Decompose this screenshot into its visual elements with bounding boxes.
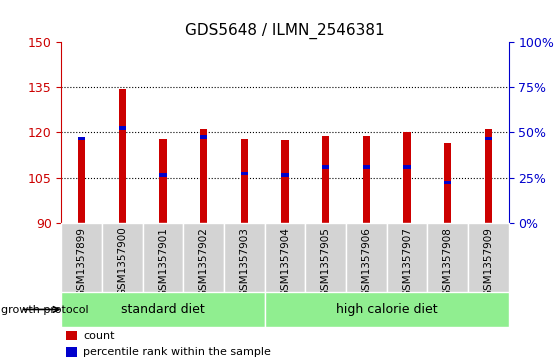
Text: GSM1357900: GSM1357900 xyxy=(117,227,127,297)
Bar xyxy=(404,132,411,223)
Text: GSM1357903: GSM1357903 xyxy=(239,227,249,297)
Bar xyxy=(346,223,387,292)
Bar xyxy=(281,173,289,177)
Bar xyxy=(241,139,248,223)
Bar xyxy=(200,130,207,223)
Text: GSM1357899: GSM1357899 xyxy=(77,227,87,297)
Bar xyxy=(387,223,428,292)
Bar xyxy=(363,166,370,169)
Text: percentile rank within the sample: percentile rank within the sample xyxy=(83,347,271,357)
Text: GSM1357909: GSM1357909 xyxy=(484,227,494,297)
Bar xyxy=(159,173,167,177)
Text: GSM1357907: GSM1357907 xyxy=(402,227,412,297)
Bar xyxy=(265,223,305,292)
Bar xyxy=(468,223,509,292)
Bar xyxy=(428,223,468,292)
Bar xyxy=(305,223,346,292)
Bar xyxy=(265,292,509,327)
Bar xyxy=(119,126,126,130)
Bar xyxy=(485,137,492,140)
Bar xyxy=(61,223,102,292)
Bar xyxy=(363,135,370,223)
Title: GDS5648 / ILMN_2546381: GDS5648 / ILMN_2546381 xyxy=(185,23,385,39)
Text: GSM1357906: GSM1357906 xyxy=(362,227,371,297)
Text: growth protocol: growth protocol xyxy=(1,305,89,315)
Bar xyxy=(61,292,265,327)
Bar xyxy=(404,166,411,169)
Text: standard diet: standard diet xyxy=(121,303,205,316)
Text: GSM1357904: GSM1357904 xyxy=(280,227,290,297)
Bar xyxy=(143,223,183,292)
Text: GSM1357905: GSM1357905 xyxy=(321,227,331,297)
Bar xyxy=(159,139,167,223)
Bar xyxy=(78,137,86,140)
Bar xyxy=(183,223,224,292)
Bar xyxy=(444,180,451,184)
Text: GSM1357908: GSM1357908 xyxy=(443,227,453,297)
Bar xyxy=(66,347,77,357)
Bar xyxy=(322,166,329,169)
Bar xyxy=(241,171,248,175)
Text: count: count xyxy=(83,331,115,340)
Bar xyxy=(281,140,289,223)
Bar xyxy=(66,331,77,340)
Text: GSM1357901: GSM1357901 xyxy=(158,227,168,297)
Bar xyxy=(444,143,451,223)
Text: high calorie diet: high calorie diet xyxy=(336,303,438,316)
Bar xyxy=(485,130,492,223)
Bar xyxy=(78,137,86,223)
Bar xyxy=(102,223,143,292)
Bar xyxy=(322,135,329,223)
Bar xyxy=(224,223,265,292)
Text: GSM1357902: GSM1357902 xyxy=(199,227,209,297)
Bar xyxy=(119,89,126,223)
Bar xyxy=(200,135,207,139)
